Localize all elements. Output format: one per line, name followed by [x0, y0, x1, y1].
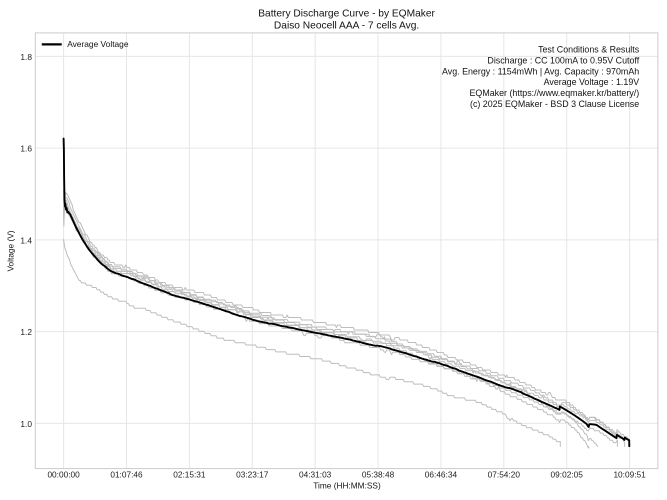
svg-text:01:07:46: 01:07:46	[110, 470, 143, 480]
svg-text:00:00:00: 00:00:00	[47, 470, 80, 480]
svg-text:05:38:48: 05:38:48	[362, 470, 395, 480]
svg-text:1.2: 1.2	[20, 327, 32, 337]
svg-text:1.6: 1.6	[20, 144, 32, 154]
svg-text:Avg. Energy : 1154mWh | Avg. C: Avg. Energy : 1154mWh | Avg. Capacity : …	[442, 66, 639, 76]
svg-text:Discharge : CC 100mA to 0.95V: Discharge : CC 100mA to 0.95V Cutoff	[487, 56, 639, 66]
svg-text:Battery Discharge Curve - by E: Battery Discharge Curve - by EQMaker	[258, 9, 435, 20]
svg-text:Voltage (V): Voltage (V)	[6, 230, 16, 271]
svg-text:1.4: 1.4	[20, 236, 32, 246]
svg-text:Test Conditions & Results: Test Conditions & Results	[538, 45, 640, 55]
svg-text:02:15:31: 02:15:31	[173, 470, 206, 480]
svg-text:Average Voltage : 1.19V: Average Voltage : 1.19V	[544, 77, 640, 87]
svg-text:EQMaker (https://www.eqmaker.k: EQMaker (https://www.eqmaker.kr/battery/…	[470, 88, 640, 98]
svg-text:1.0: 1.0	[20, 419, 32, 429]
svg-text:03:23:17: 03:23:17	[236, 470, 269, 480]
svg-text:10:09:51: 10:09:51	[613, 470, 646, 480]
svg-text:1.8: 1.8	[20, 52, 32, 62]
svg-text:07:54:20: 07:54:20	[488, 470, 521, 480]
svg-text:Average Voltage: Average Voltage	[67, 39, 129, 49]
svg-text:06:46:34: 06:46:34	[425, 470, 458, 480]
svg-text:04:31:03: 04:31:03	[299, 470, 332, 480]
svg-text:09:02:05: 09:02:05	[551, 470, 584, 480]
svg-text:Daiso Neocell AAA - 7 cells Av: Daiso Neocell AAA - 7 cells Avg.	[274, 20, 419, 31]
svg-text:(c) 2025 EQMaker - BSD 3 Claus: (c) 2025 EQMaker - BSD 3 Clause License	[470, 99, 639, 109]
svg-text:Time (HH:MM:SS): Time (HH:MM:SS)	[313, 481, 381, 491]
